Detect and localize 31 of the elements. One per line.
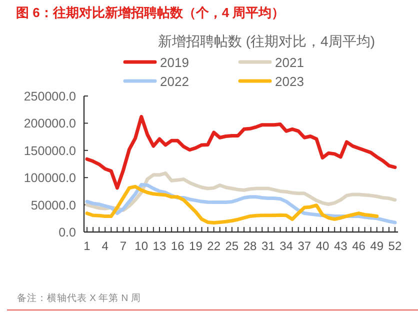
x-tick-label: 46 bbox=[352, 239, 366, 253]
y-tick-label: 100000.0 bbox=[24, 171, 76, 186]
y-tick-label: 150000.0 bbox=[24, 144, 76, 158]
x-tick-label: 49 bbox=[370, 239, 384, 253]
y-tick-label: 200000.0 bbox=[24, 116, 76, 131]
legend-label: 2019 bbox=[160, 55, 189, 70]
y-tick-label: 50000.0 bbox=[30, 198, 76, 212]
legend-label: 2023 bbox=[275, 74, 304, 89]
x-tick-label: 22 bbox=[207, 239, 221, 253]
subtitle: 新增招聘帖数 (往期对比，4周平均) bbox=[158, 33, 375, 49]
x-tick-label: 4 bbox=[102, 239, 109, 253]
x-tick-label: 34 bbox=[280, 239, 294, 253]
x-tick-label: 37 bbox=[298, 239, 312, 253]
x-tick-label: 52 bbox=[388, 239, 402, 253]
x-tick-label: 19 bbox=[189, 239, 203, 253]
annotation: 备注：横轴代表 X 年第 N 周 bbox=[17, 293, 141, 304]
y-tick-label: 0.0 bbox=[58, 226, 76, 240]
x-tick-label: 16 bbox=[170, 239, 185, 253]
x-tick-label: 13 bbox=[152, 239, 166, 253]
x-tick-label: 31 bbox=[261, 239, 276, 253]
x-tick-label: 28 bbox=[243, 239, 258, 253]
x-tick-label: 40 bbox=[316, 239, 330, 253]
legend-label: 2021 bbox=[275, 55, 304, 70]
title: 图 6：往期对比新增招聘帖数（个，4 周平均） bbox=[16, 5, 285, 20]
x-tick-label: 10 bbox=[134, 239, 148, 253]
x-tick-label: 7 bbox=[120, 239, 127, 253]
x-tick-label: 1 bbox=[84, 239, 91, 253]
y-tick-label: 250000.0 bbox=[24, 90, 76, 104]
x-tick-label: 25 bbox=[225, 239, 239, 253]
legend-label: 2022 bbox=[160, 74, 189, 89]
x-tick-label: 43 bbox=[334, 239, 348, 253]
